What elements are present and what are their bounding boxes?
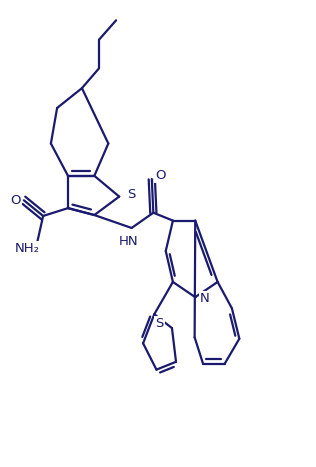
Text: O: O <box>155 169 166 182</box>
Text: S: S <box>155 317 164 330</box>
Text: NH₂: NH₂ <box>15 242 40 255</box>
Text: O: O <box>10 194 21 207</box>
Text: N: N <box>200 291 210 304</box>
Text: S: S <box>127 188 135 201</box>
Text: HN: HN <box>119 235 138 248</box>
